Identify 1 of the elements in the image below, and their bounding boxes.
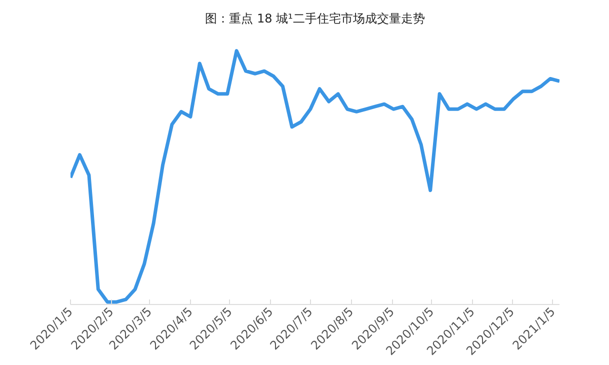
chart-title: 图：重点 18 城¹二手住宅市场成交量走势	[205, 12, 425, 26]
